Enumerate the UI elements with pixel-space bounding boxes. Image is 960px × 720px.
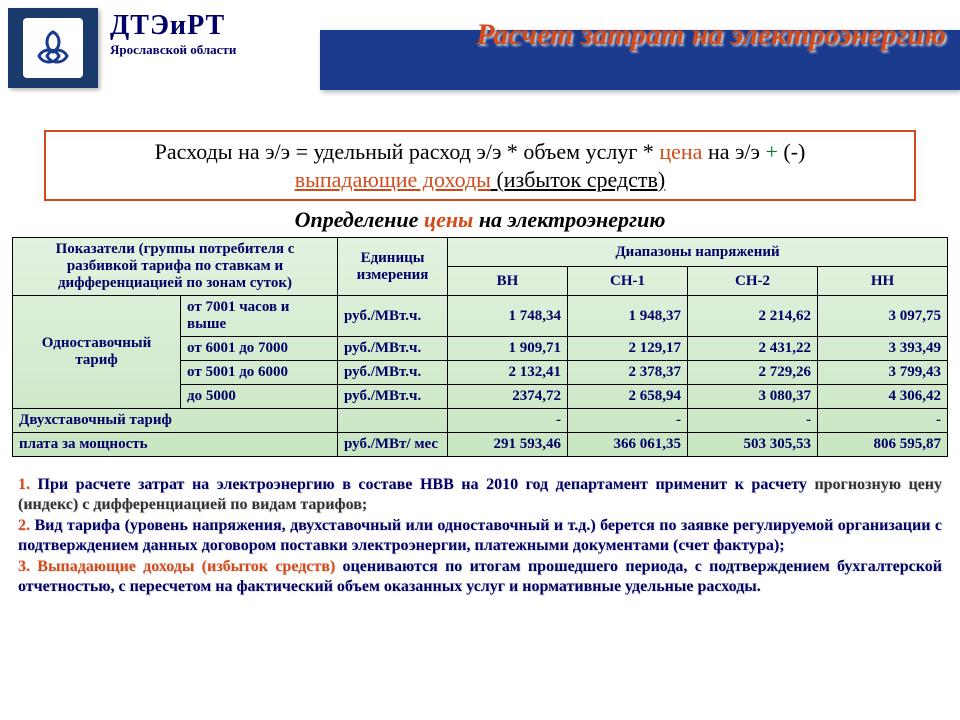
formula-box: Расходы на э/э = удельный расход э/э * о… — [44, 130, 916, 201]
range-sn1: СН-1 — [568, 267, 688, 296]
header: ДТЭиРТ Ярославской области Расчет затрат… — [0, 0, 960, 100]
single-tariff-label: Одноставочный тариф — [13, 296, 181, 409]
logo-icon — [23, 18, 83, 78]
range-sn2: СН-2 — [688, 267, 818, 296]
col-unit: Единицы измерения — [338, 238, 448, 296]
notes: 1. При расчете затрат на электроэнергию … — [18, 475, 942, 596]
range-vn: ВН — [448, 267, 568, 296]
org-subtitle: Ярославской области — [110, 42, 236, 58]
formula-text: Расходы на э/э = удельный расход э/э * о… — [155, 139, 806, 192]
table-row: Одноставочный тариф от 7001 часов и выше… — [13, 296, 948, 337]
page-title: Расчет затрат на электроэнергию — [476, 18, 946, 52]
logo-box — [8, 8, 98, 88]
col-indicator: Показатели (группы потребителя с разбивк… — [13, 238, 338, 296]
tariff-table: Показатели (группы потребителя с разбивк… — [12, 237, 948, 457]
range-nn: НН — [818, 267, 948, 296]
col-range-group: Диапазоны напряжений — [448, 238, 948, 267]
table-row: Двухставочный тариф - - - - — [13, 409, 948, 433]
org-title: ДТЭиРТ — [110, 10, 236, 42]
org-block: ДТЭиРТ Ярославской области — [110, 10, 236, 58]
table-row: плата за мощность руб./МВт/ мес 291 593,… — [13, 433, 948, 457]
section-title: Определение цены на электроэнергию — [0, 207, 960, 233]
